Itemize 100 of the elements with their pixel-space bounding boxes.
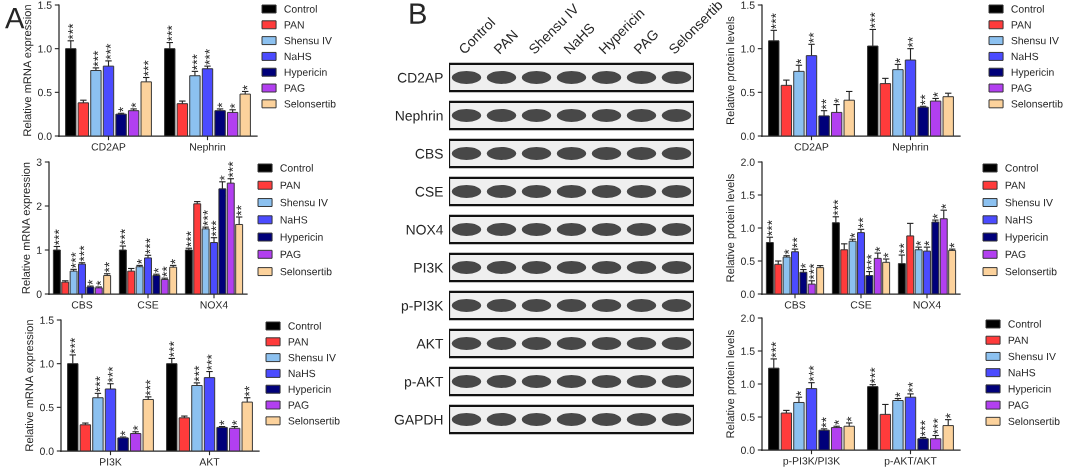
- legend-label: Selonsertib: [1011, 99, 1063, 108]
- data-label: *: [800, 263, 806, 269]
- legend-label: PAG: [1008, 401, 1029, 409]
- data-label: *: [219, 420, 225, 426]
- y-tick-label: 1.5: [741, 1, 755, 9]
- category-label: CSE: [415, 186, 443, 197]
- data-label: *: [949, 242, 955, 248]
- legend-label: NaHS: [288, 369, 316, 378]
- data-label: *: [217, 102, 223, 108]
- data-label: ***: [93, 50, 99, 67]
- y-tick-label: 0.5: [740, 88, 755, 97]
- y-tick-label: 1.5: [741, 191, 755, 199]
- y-tick-label: 0.0: [740, 446, 755, 454]
- data-label: ***: [105, 43, 111, 60]
- data-label: ***: [767, 220, 773, 236]
- category-label: NOX4: [406, 224, 444, 235]
- x-tick-label: AKT: [199, 458, 220, 466]
- legend-label: Selonsertib: [280, 267, 332, 276]
- data-label: ***: [192, 54, 198, 71]
- legend-label: PAG: [288, 401, 309, 409]
- data-label: **: [104, 262, 110, 273]
- y-axis-title: Relative mRNA expression: [21, 162, 33, 294]
- data-label: ***: [228, 161, 234, 178]
- x-tick-label: p-AKT/AKT: [884, 456, 937, 467]
- legend-label: Selonsertib: [1005, 267, 1057, 276]
- legend-label: Shensu IV: [1005, 198, 1053, 207]
- y-axis-title: Relative protein levels: [726, 16, 737, 124]
- data-label: ***: [809, 263, 815, 280]
- data-label: ***: [866, 254, 872, 271]
- data-label: *: [834, 419, 839, 425]
- legend-label: Control: [280, 164, 313, 172]
- y-tick-label: 0.0: [740, 290, 755, 298]
- data-label: ***: [771, 13, 777, 29]
- data-label: ***: [186, 231, 192, 247]
- data-label: *: [834, 98, 839, 104]
- data-label: *: [230, 103, 235, 109]
- x-tick-label: Nephrin: [190, 142, 226, 153]
- data-label: ***: [920, 420, 926, 437]
- y-tick-label: 1.5: [38, 1, 52, 9]
- legend-label: PAN: [1005, 181, 1025, 189]
- x-tick-label: PI3K: [100, 458, 122, 466]
- legend-label: PAN: [280, 181, 300, 189]
- data-label: *: [846, 416, 852, 422]
- category-label: AKT: [416, 338, 444, 349]
- x-tick-label: NOX4: [200, 301, 228, 309]
- data-label: ***: [167, 25, 173, 42]
- data-label: *: [96, 280, 102, 286]
- legend-label: Control: [1011, 5, 1044, 13]
- x-tick-label: CSE: [137, 301, 159, 309]
- data-label: ***: [933, 418, 938, 435]
- y-tick-label: 0.0: [37, 132, 52, 140]
- data-label: ***: [95, 376, 101, 393]
- y-tick-label: 0.5: [740, 413, 755, 421]
- legend-label: Control: [1008, 320, 1041, 328]
- data-label: *: [932, 213, 938, 219]
- legend-label: NaHS: [284, 52, 312, 61]
- category-label: Nephrin: [395, 110, 443, 124]
- data-label: *: [875, 246, 881, 252]
- x-tick-label: CBS: [784, 301, 806, 309]
- y-tick-label: 1.0: [38, 45, 52, 53]
- legend-label: Hypericin: [1005, 233, 1048, 243]
- data-label: *: [883, 252, 889, 258]
- data-label: ***: [211, 220, 217, 237]
- text: A: [5, 8, 25, 29]
- data-label: *: [118, 106, 124, 112]
- legend-label: Shensu IV: [1011, 36, 1059, 45]
- data-label: ***: [771, 341, 777, 358]
- data-label: ***: [870, 12, 876, 29]
- y-tick-label: 1.5: [40, 316, 54, 324]
- y-tick-label: 1.5: [741, 347, 755, 355]
- legend-label: PAN: [1008, 336, 1028, 344]
- y-tick-label: 0.5: [39, 403, 54, 412]
- legend-label: NaHS: [1011, 52, 1039, 61]
- data-label: **: [162, 266, 168, 277]
- data-label: **: [821, 98, 827, 110]
- category-label: CD2AP: [397, 72, 443, 83]
- x-tick-label: CD2AP: [794, 143, 829, 151]
- data-label: ***: [202, 210, 208, 226]
- legend-label: Shensu IV: [280, 198, 328, 207]
- data-label: *: [131, 102, 136, 108]
- data-label: ***: [204, 49, 210, 65]
- data-label: **: [244, 386, 250, 397]
- y-tick-label: 0.0: [39, 447, 54, 455]
- legend-label: Control: [1005, 164, 1038, 172]
- y-tick-label: 0.5: [37, 88, 52, 97]
- legend-label: PAG: [280, 250, 301, 259]
- category-label: p-PI3K: [401, 300, 444, 314]
- data-label: *: [895, 58, 901, 64]
- data-label: ***: [206, 354, 212, 371]
- data-label: **: [858, 217, 864, 228]
- data-label: ***: [54, 229, 60, 246]
- x-tick-label: CD2AP: [91, 143, 126, 151]
- data-label: *: [87, 279, 93, 285]
- data-label: *: [796, 58, 802, 64]
- data-label: **: [899, 243, 905, 254]
- y-axis-title: Relative protein levels: [726, 330, 737, 438]
- data-label: *: [136, 259, 142, 265]
- data-label: *: [924, 240, 930, 246]
- data-label: ***: [145, 379, 151, 396]
- data-label: ***: [808, 365, 814, 382]
